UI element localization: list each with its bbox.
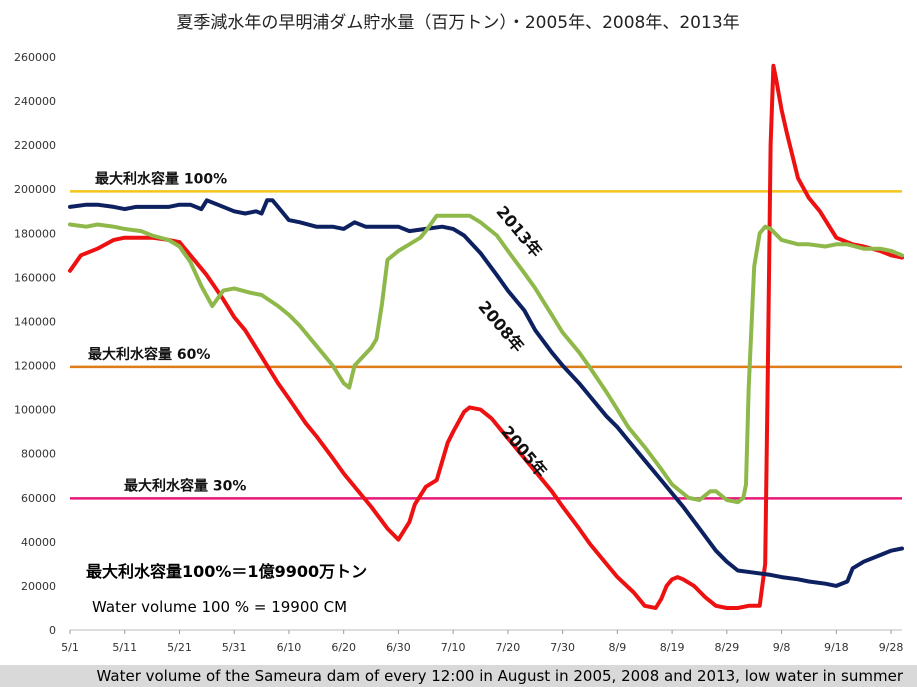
x-tick-label: 7/10 — [441, 641, 466, 654]
x-tick-label: 9/18 — [824, 641, 849, 654]
capacity-note-ja: 最大利水容量100%＝1億9900万トン — [86, 562, 367, 581]
series-labels: 2013年 2008年 2005年 — [474, 202, 550, 481]
y-tick-label: 60000 — [21, 492, 56, 505]
y-tick-label: 220000 — [14, 139, 56, 152]
chart-title: 夏季減水年の早明浦ダム貯水量（百万トン）・2005年、2008年、2013年 — [176, 13, 739, 33]
chart-caption: Water volume of the Sameura dam of every… — [0, 665, 917, 687]
y-tick-label: 40000 — [21, 536, 56, 549]
y-tick-label: 160000 — [14, 271, 56, 284]
series-line-2008年 — [68, 198, 904, 588]
series-label-2013: 2013年 — [492, 202, 545, 261]
y-tick-label: 80000 — [21, 448, 56, 461]
x-tick-label: 7/20 — [496, 641, 521, 654]
x-tick-label: 7/30 — [550, 641, 575, 654]
x-tick-label: 5/1 — [61, 641, 79, 654]
x-tick-label: 5/21 — [167, 641, 192, 654]
y-tick-label: 120000 — [14, 360, 56, 373]
water-volume-chart: 夏季減水年の早明浦ダム貯水量（百万トン）・2005年、2008年、2013年 0… — [14, 13, 904, 654]
y-tick-label: 140000 — [14, 315, 56, 328]
y-tick-label: 0 — [49, 624, 56, 637]
capacity-line-label: 最大利水容量 60% — [88, 346, 210, 363]
capacity-lines: 最大利水容量 100% 最大利水容量 60% 最大利水容量 30% — [70, 170, 902, 500]
x-tick-label: 6/20 — [331, 641, 356, 654]
y-tick-label: 240000 — [14, 95, 56, 108]
x-tick-label: 6/30 — [386, 641, 411, 654]
y-tick-label: 180000 — [14, 227, 56, 240]
series-lines — [68, 63, 904, 610]
capacity-line-label: 最大利水容量 30% — [124, 477, 246, 494]
y-tick-label: 100000 — [14, 404, 56, 417]
x-tick-label: 9/28 — [879, 641, 904, 654]
capacity-line-label: 最大利水容量 100% — [95, 170, 227, 187]
series-line-2005年 — [68, 63, 904, 610]
x-tick-label: 8/29 — [714, 641, 739, 654]
x-tick-label: 9/8 — [773, 641, 791, 654]
series-label-2005: 2005年 — [497, 422, 550, 481]
x-tick-label: 6/10 — [277, 641, 302, 654]
y-tick-label: 260000 — [14, 51, 56, 64]
axes: 0 20000 40000 60000 80000 100000 120000 140000 1… — [14, 51, 903, 654]
x-tick-label: 5/31 — [222, 641, 247, 654]
x-tick-label: 8/9 — [609, 641, 627, 654]
x-tick-label: 5/11 — [112, 641, 137, 654]
y-tick-label: 200000 — [14, 183, 56, 196]
capacity-note-en: Water volume 100 % = 19900 CM — [92, 598, 347, 616]
series-line-2013年 — [68, 213, 904, 505]
x-tick-label: 8/19 — [660, 641, 685, 654]
y-tick-label: 20000 — [21, 580, 56, 593]
